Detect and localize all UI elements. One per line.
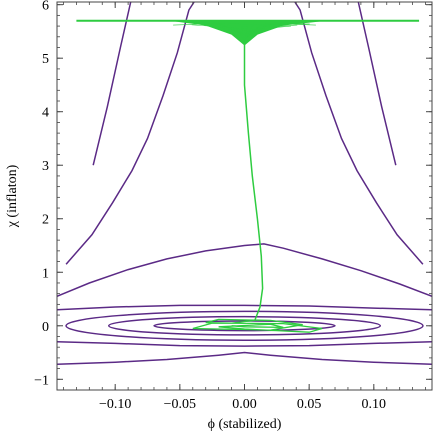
contour-line bbox=[358, 2, 396, 165]
trajectory-descent bbox=[245, 45, 263, 321]
x-axis-title: ϕ (stabilized) bbox=[208, 417, 282, 432]
y-tick-label: 1 bbox=[42, 266, 49, 281]
x-tick-label: −0.10 bbox=[99, 397, 131, 412]
x-tick-label: −0.05 bbox=[164, 397, 196, 412]
y-tick-label: 6 bbox=[42, 0, 49, 14]
contour-line bbox=[57, 353, 432, 365]
contour-line bbox=[66, 2, 194, 264]
plot-content bbox=[57, 2, 432, 364]
y-tick-label: 4 bbox=[42, 106, 49, 121]
x-tick-label: 0.00 bbox=[232, 397, 257, 412]
x-tick-label: 0.05 bbox=[297, 397, 322, 412]
contour-line bbox=[57, 342, 432, 346]
y-axis-title: χ (inflaton) bbox=[5, 164, 20, 228]
y-tick-label: 5 bbox=[42, 52, 49, 67]
x-tick-label: 0.10 bbox=[362, 397, 387, 412]
contour-line bbox=[295, 2, 423, 264]
y-tick-label: 0 bbox=[42, 320, 49, 335]
y-tick-label: −1 bbox=[34, 373, 49, 388]
contour-line bbox=[93, 2, 131, 165]
y-tick-label: 3 bbox=[42, 159, 49, 174]
contour-line bbox=[57, 244, 432, 296]
contour-line bbox=[57, 305, 432, 309]
y-tick-label: 2 bbox=[42, 213, 49, 228]
